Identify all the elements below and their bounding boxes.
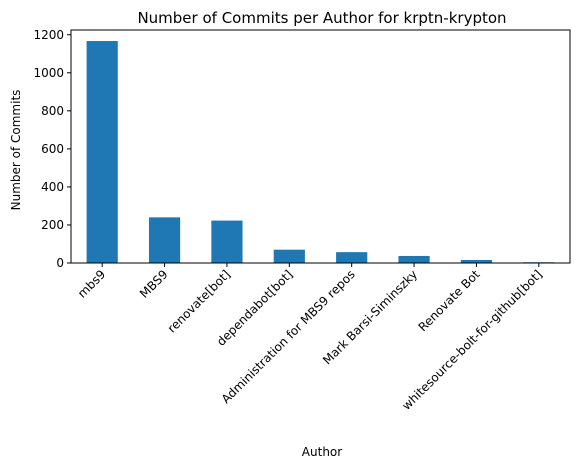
x-tick-label-0: mbs9 — [75, 267, 108, 300]
x-axis: mbs9 MBS9renovate[bot]dependabot[bot]Admi… — [75, 263, 545, 413]
x-tick-label-7: whitesource-bolt-for-github[bot] — [399, 267, 545, 413]
bar-4 — [336, 252, 368, 263]
x-tick-label-4: Administration for MBS9 repos — [219, 267, 358, 406]
y-axis: 0 200 400 600 800 1000 1200 — [33, 28, 71, 270]
bar-1 — [148, 217, 181, 263]
bars-group — [86, 41, 555, 264]
bar-5 — [398, 255, 430, 263]
bar-0 — [86, 41, 118, 264]
x-tick-label-6: Renovate Bot — [416, 267, 483, 334]
x-tick-label-2: renovate[bot] — [165, 267, 233, 335]
y-tick-label-2: 400 — [41, 180, 64, 194]
y-tick-label-0: 0 — [56, 256, 64, 270]
x-axis-label: Author — [302, 445, 342, 459]
plot-area: 0 200 400 600 800 1000 1200 mbs9 MBS9renovate[b… — [33, 28, 571, 413]
y-axis-label: Number of Commits — [9, 90, 23, 211]
y-tick-label-1: 200 — [41, 218, 64, 232]
bar-3 — [273, 249, 305, 263]
bar-6 — [460, 259, 493, 263]
y-tick-label-5: 1000 — [33, 66, 64, 80]
plot-frame — [70, 29, 571, 264]
y-tick-label-6: 1200 — [33, 28, 64, 42]
y-tick-label-3: 600 — [41, 142, 64, 156]
y-tick-label-4: 800 — [41, 104, 64, 118]
x-tick-label-1: MBS9 — [137, 267, 171, 301]
bar-2 — [211, 220, 243, 263]
chart-title: Number of Commits per Author for krptn-k… — [137, 9, 506, 27]
